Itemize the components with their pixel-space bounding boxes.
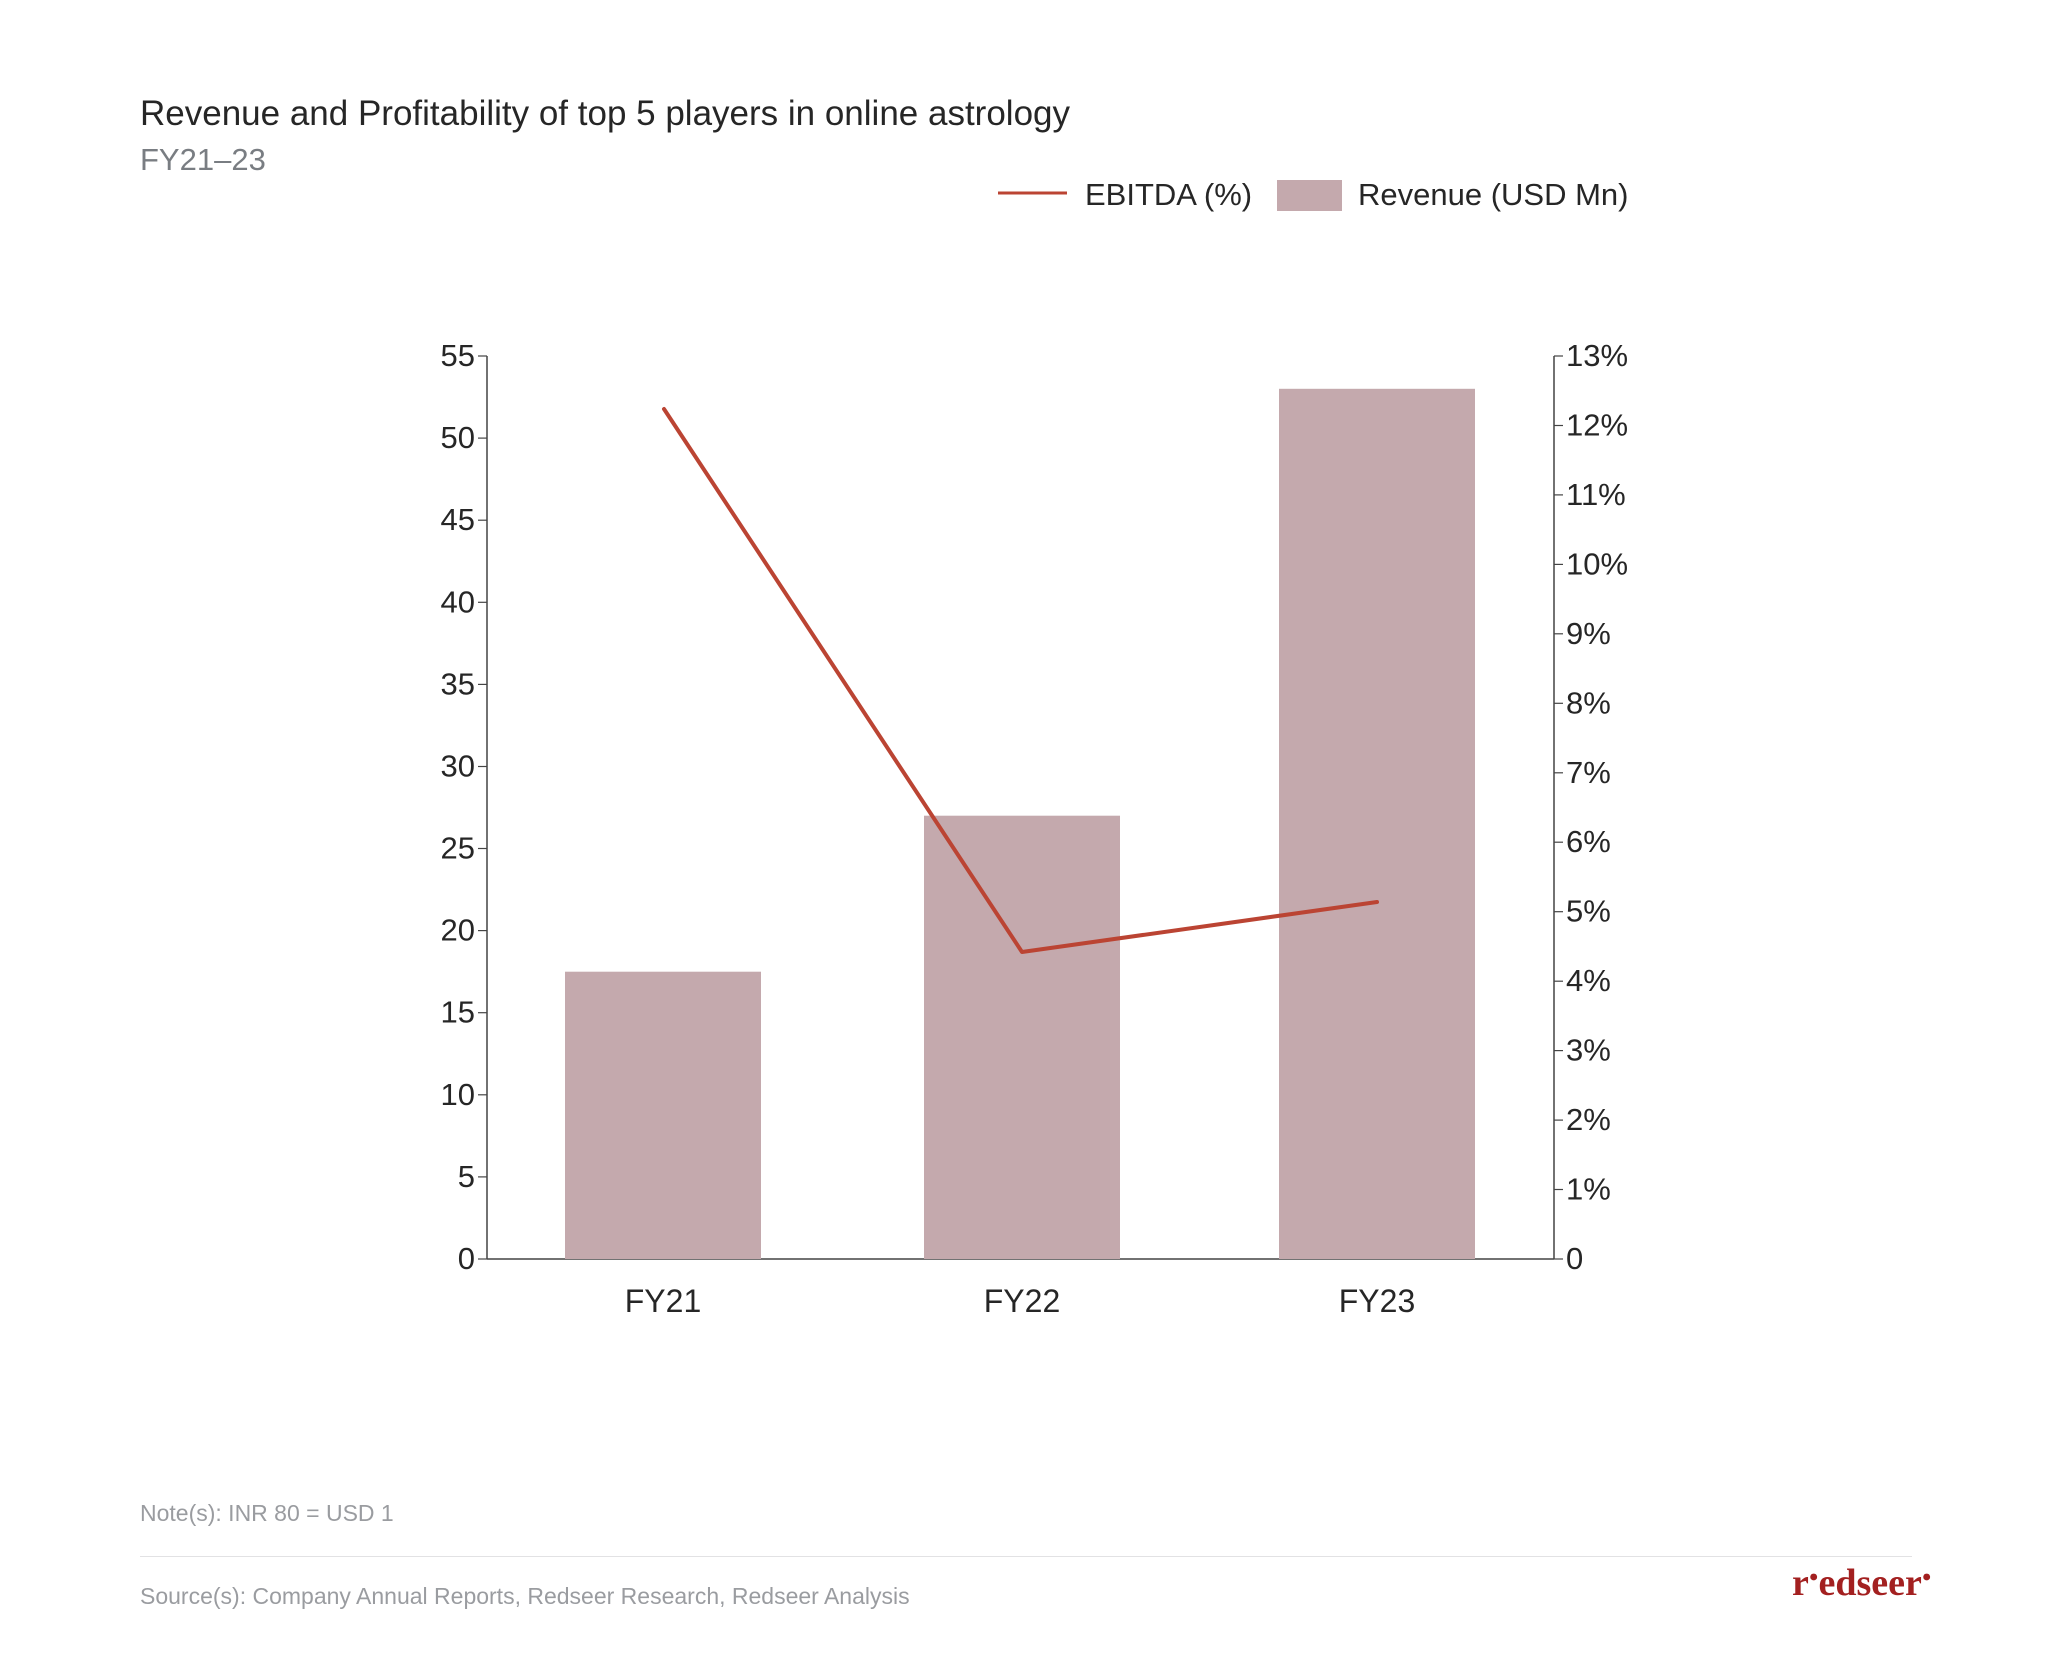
svg-text:55: 55 — [441, 338, 475, 373]
svg-text:4%: 4% — [1566, 963, 1611, 998]
svg-text:5: 5 — [458, 1159, 475, 1194]
svg-text:35: 35 — [441, 666, 475, 701]
svg-text:45: 45 — [441, 502, 475, 537]
svg-text:5%: 5% — [1566, 894, 1611, 929]
svg-text:13%: 13% — [1566, 338, 1628, 373]
svg-text:50: 50 — [441, 420, 475, 455]
svg-text:3%: 3% — [1566, 1033, 1611, 1068]
svg-text:2%: 2% — [1566, 1102, 1611, 1137]
svg-text:7%: 7% — [1566, 755, 1611, 790]
svg-text:0: 0 — [458, 1241, 475, 1276]
svg-text:30: 30 — [441, 749, 475, 784]
svg-text:9%: 9% — [1566, 616, 1611, 651]
svg-text:FY21: FY21 — [625, 1283, 701, 1319]
svg-text:0: 0 — [1566, 1241, 1583, 1276]
svg-text:1%: 1% — [1566, 1172, 1611, 1207]
svg-text:8%: 8% — [1566, 685, 1611, 720]
svg-text:20: 20 — [441, 913, 475, 948]
svg-text:15: 15 — [441, 995, 475, 1030]
svg-text:FY23: FY23 — [1339, 1283, 1415, 1319]
svg-text:6%: 6% — [1566, 824, 1611, 859]
svg-text:10%: 10% — [1566, 546, 1628, 581]
svg-text:10: 10 — [441, 1077, 475, 1112]
svg-text:12%: 12% — [1566, 408, 1628, 443]
svg-text:25: 25 — [441, 831, 475, 866]
svg-text:11%: 11% — [1566, 477, 1626, 512]
svg-text:FY22: FY22 — [984, 1283, 1060, 1319]
svg-text:40: 40 — [441, 584, 475, 619]
